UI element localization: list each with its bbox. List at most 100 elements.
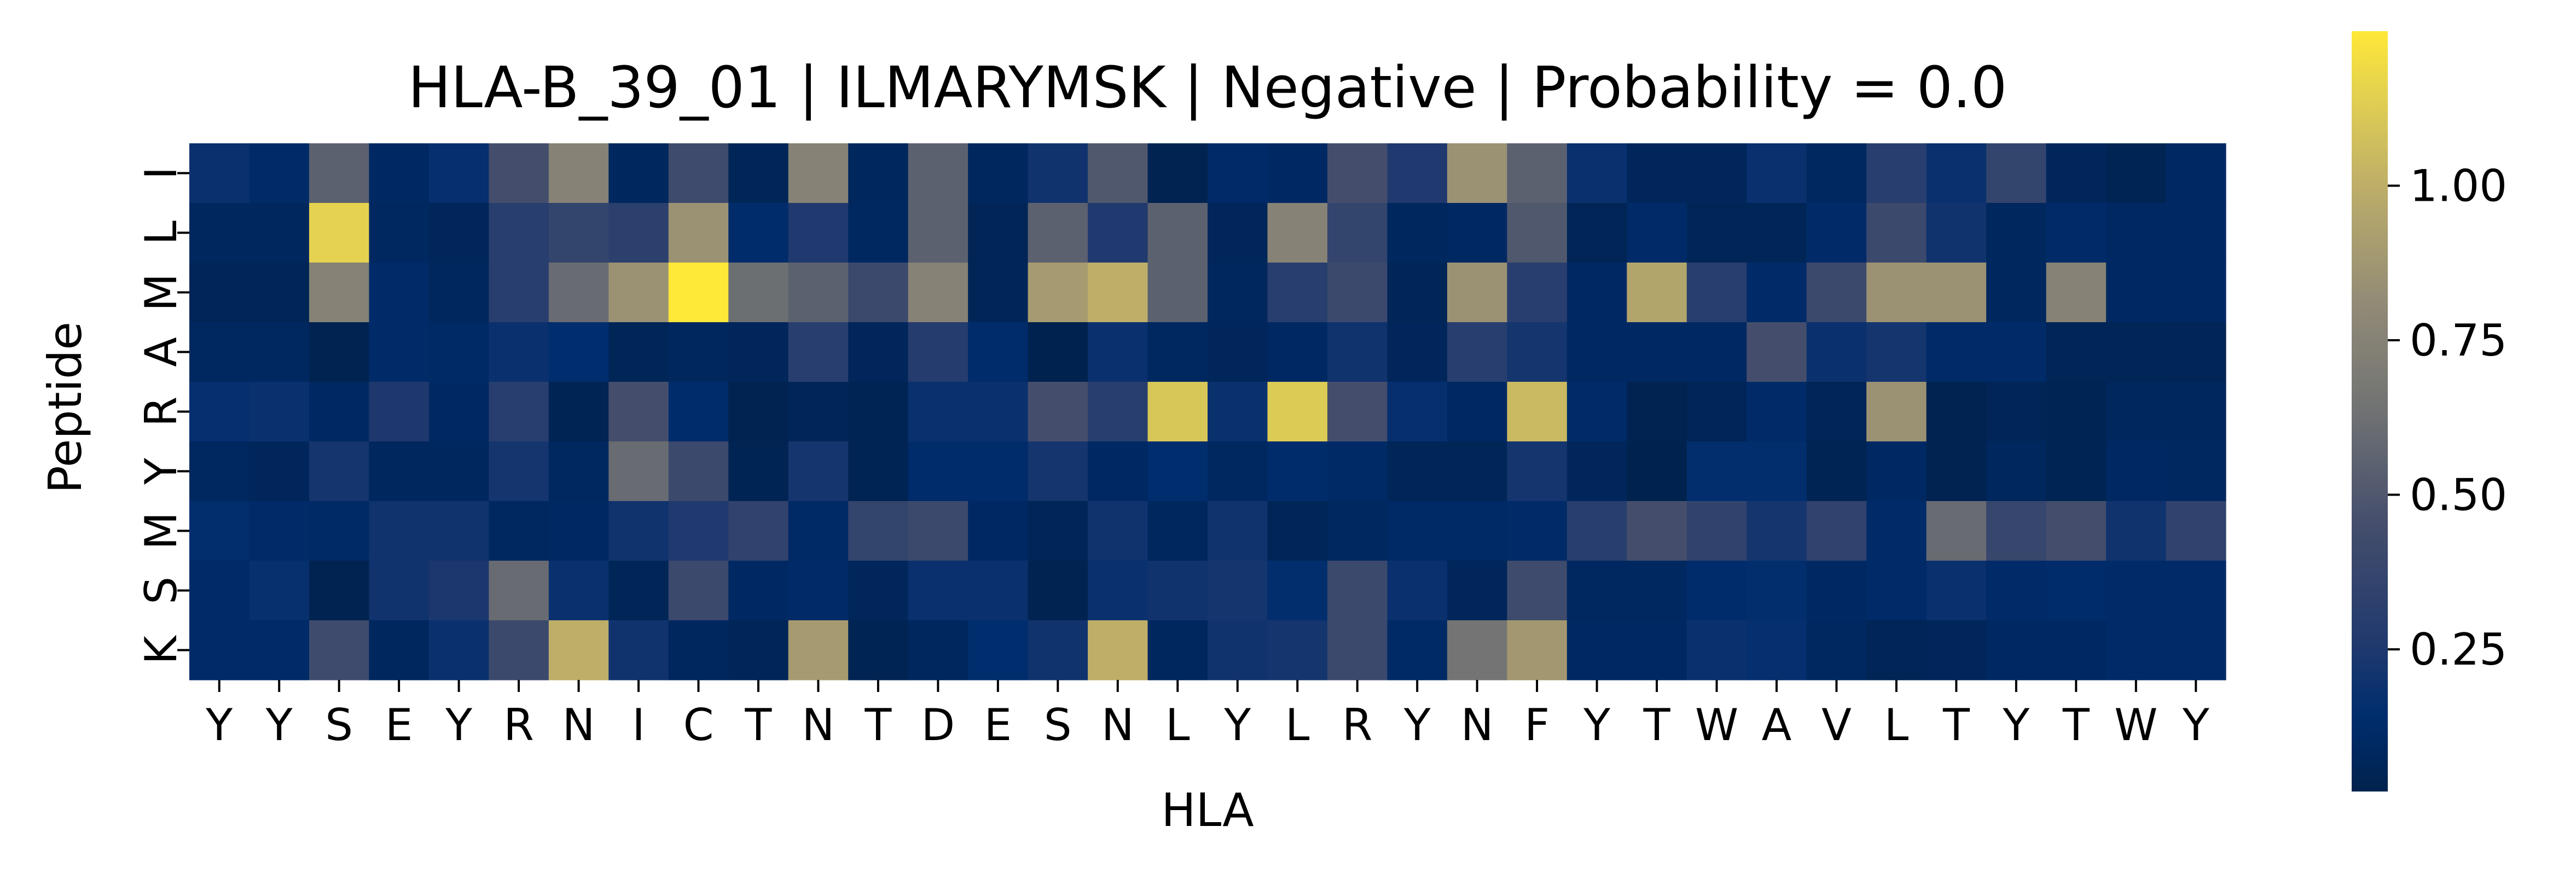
heatmap-cell xyxy=(1747,203,1807,263)
heatmap-cell xyxy=(369,501,430,561)
heatmap-cell xyxy=(1088,322,1148,382)
heatmap-cell xyxy=(1806,441,1867,502)
heatmap-cell xyxy=(309,620,370,680)
heatmap-cell xyxy=(608,203,669,263)
heatmap-cell xyxy=(2166,203,2226,263)
heatmap-cell xyxy=(2106,203,2167,263)
heatmap-cell xyxy=(189,322,250,382)
heatmap-cell xyxy=(1747,441,1807,502)
heatmap-cell xyxy=(1747,620,1807,680)
heatmap-cell xyxy=(608,143,669,203)
heatmap-cell xyxy=(1147,322,1208,382)
heatmap-cell xyxy=(788,143,849,203)
heatmap-cell xyxy=(788,382,849,442)
heatmap-cell xyxy=(369,263,430,323)
heatmap-cell xyxy=(1327,441,1388,502)
heatmap-cell xyxy=(1147,561,1208,621)
heatmap-cell xyxy=(968,620,1029,680)
x-tick-label: T xyxy=(1942,700,1970,750)
heatmap-cell xyxy=(2166,263,2226,323)
heatmap-cell xyxy=(1088,203,1148,263)
heatmap-cell xyxy=(428,143,489,203)
heatmap-cell xyxy=(249,143,310,203)
heatmap-cell xyxy=(1627,203,1687,263)
x-tick-label: T xyxy=(745,700,773,750)
heatmap-cell xyxy=(1686,561,1747,621)
heatmap-cell xyxy=(1866,263,1927,323)
heatmap-cell xyxy=(728,263,789,323)
heatmap-cell xyxy=(249,501,310,561)
heatmap-cell xyxy=(848,143,909,203)
heatmap-cell xyxy=(668,620,729,680)
heatmap-cell xyxy=(728,441,789,502)
x-tick-label: D xyxy=(921,700,955,750)
heatmap-cell xyxy=(428,322,489,382)
heatmap-cell xyxy=(1267,203,1328,263)
heatmap-cell xyxy=(1507,143,1568,203)
heatmap-cell xyxy=(728,501,789,561)
heatmap-cell xyxy=(668,441,729,502)
heatmap-cell xyxy=(548,620,609,680)
heatmap-cell xyxy=(1567,382,1627,442)
heatmap-cell xyxy=(1627,143,1687,203)
heatmap-cell xyxy=(1806,501,1867,561)
heatmap-cell xyxy=(788,561,849,621)
heatmap-cell xyxy=(1088,143,1148,203)
heatmap-cell xyxy=(309,143,370,203)
x-tick-label: Y xyxy=(2002,700,2030,750)
heatmap-cell xyxy=(1806,263,1867,323)
heatmap-cell xyxy=(1686,322,1747,382)
heatmap-cell xyxy=(489,501,549,561)
heatmap-cell xyxy=(548,203,609,263)
heatmap-cell xyxy=(788,501,849,561)
heatmap-cell xyxy=(788,203,849,263)
heatmap-cell xyxy=(1447,561,1507,621)
heatmap-cell xyxy=(1267,620,1328,680)
heatmap-cell xyxy=(848,263,909,323)
x-tick-label: S xyxy=(1044,700,1072,750)
heatmap-cell xyxy=(608,501,669,561)
heatmap-cell xyxy=(2166,441,2226,502)
heatmap-cell xyxy=(908,143,968,203)
heatmap-cell xyxy=(788,263,849,323)
heatmap-cell xyxy=(1088,620,1148,680)
colorbar-tick-label: 0.75 xyxy=(2410,315,2507,366)
heatmap-cell xyxy=(548,501,609,561)
heatmap-cell xyxy=(1686,441,1747,502)
x-tick-label: N xyxy=(1101,700,1134,750)
heatmap-cell xyxy=(1567,322,1627,382)
x-tick-label: Y xyxy=(2182,700,2210,750)
heatmap-cell xyxy=(1866,561,1927,621)
heatmap-cell xyxy=(489,441,549,502)
x-tick-label: L xyxy=(1884,700,1909,750)
heatmap-cell xyxy=(848,322,909,382)
x-tick-label: A xyxy=(1762,700,1792,750)
heatmap-cell xyxy=(728,620,789,680)
heatmap-cell xyxy=(1986,263,2047,323)
heatmap-cell xyxy=(2046,501,2107,561)
heatmap-cell xyxy=(189,382,250,442)
heatmap-cell xyxy=(2166,501,2226,561)
heatmap-cell xyxy=(968,322,1029,382)
heatmap-cell xyxy=(249,263,310,323)
heatmap-cell xyxy=(1627,441,1687,502)
heatmap-cell xyxy=(788,620,849,680)
heatmap-cell xyxy=(369,620,430,680)
heatmap-cell xyxy=(1387,441,1448,502)
x-tick-label: T xyxy=(864,700,892,750)
heatmap-cell xyxy=(2106,501,2167,561)
heatmap-cell xyxy=(369,322,430,382)
x-tick-label: L xyxy=(1165,700,1190,750)
heatmap-cell xyxy=(1986,382,2047,442)
heatmap-cell xyxy=(728,322,789,382)
heatmap-cell xyxy=(1627,382,1687,442)
heatmap-cell xyxy=(1507,382,1568,442)
heatmap-cell xyxy=(1208,441,1268,502)
heatmap-cell xyxy=(2106,263,2167,323)
heatmap-cell xyxy=(1747,382,1807,442)
heatmap-cell xyxy=(1028,143,1088,203)
heatmap-cell xyxy=(1686,501,1747,561)
heatmap-cell xyxy=(2046,203,2107,263)
x-tick-label: N xyxy=(1461,700,1494,750)
heatmap-cell xyxy=(1866,501,1927,561)
